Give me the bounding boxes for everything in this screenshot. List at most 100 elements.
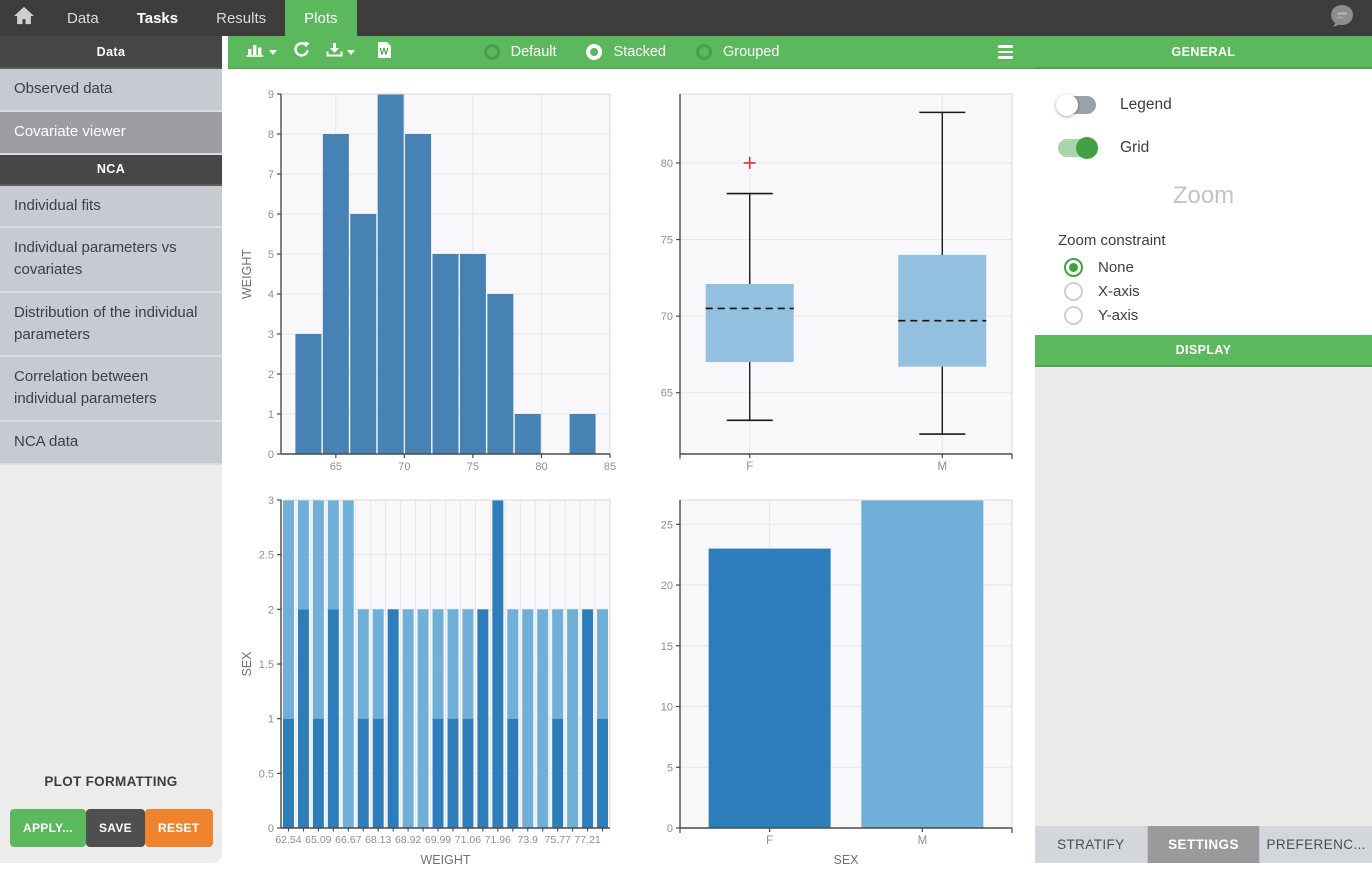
svg-text:65: 65	[661, 388, 673, 400]
general-header: GENERAL	[1035, 36, 1372, 69]
tab-stratify[interactable]: STRATIFY	[1035, 826, 1147, 863]
tab-settings[interactable]: SETTINGS	[1146, 826, 1260, 863]
svg-text:7: 7	[268, 169, 274, 181]
sidebar-item-individual-parameters-vs-covariates[interactable]: Individual parameters vs covariates	[0, 228, 222, 293]
menu-icon[interactable]	[998, 45, 1013, 59]
chart-type-button[interactable]	[242, 39, 281, 65]
svg-text:70: 70	[398, 461, 410, 473]
tab-data[interactable]: Data	[67, 9, 99, 27]
tab-plots[interactable]: Plots	[285, 0, 357, 36]
sex-count-bar-plot[interactable]: 0 5 10 15 20 25 F M SEX	[640, 492, 1032, 874]
svg-text:62.54: 62.54	[275, 834, 301, 846]
save-button[interactable]: SAVE	[85, 809, 145, 847]
home-button[interactable]	[0, 0, 48, 36]
zoom-constraint-x-axis[interactable]: X-axis	[1064, 282, 1372, 301]
toggle-on-icon	[1058, 137, 1098, 159]
svg-text:10: 10	[661, 702, 673, 714]
svg-text:68.13: 68.13	[365, 834, 391, 846]
zoom-constraint-none[interactable]: None	[1064, 258, 1372, 277]
svg-text:25: 25	[661, 519, 673, 531]
mode-stacked-label: Stacked	[613, 44, 666, 60]
chevron-down-icon	[269, 49, 277, 55]
svg-text:20: 20	[661, 580, 673, 592]
home-icon	[13, 6, 35, 31]
sidebar-section-nca: NCA	[0, 154, 222, 186]
display-header[interactable]: DISPLAY	[1035, 335, 1372, 367]
mode-grouped[interactable]: Grouped	[695, 44, 780, 60]
refresh-icon	[293, 41, 310, 63]
svg-text:F: F	[766, 835, 773, 847]
sex-by-weight-stacked-plot[interactable]: 0 0.5 1 1.5 2 2.5 3 62.54 65.09 66.67 68.13 68.92 69…	[236, 492, 628, 874]
svg-text:71.96: 71.96	[485, 834, 511, 846]
sidebar-item-individual-fits[interactable]: Individual fits	[0, 185, 222, 229]
display-section-body	[1035, 367, 1372, 826]
svg-text:9: 9	[268, 89, 274, 101]
svg-text:65: 65	[330, 461, 342, 473]
refresh-button[interactable]	[289, 38, 314, 66]
radio-icon	[1064, 306, 1083, 325]
svg-text:65.09: 65.09	[305, 834, 331, 846]
settings-panel: GENERAL Legend Grid Zoom Zoom constraint…	[1035, 36, 1372, 863]
weight-by-sex-boxplot[interactable]: 65 70 75 80 F M	[640, 84, 1032, 488]
svg-text:69.99: 69.99	[425, 834, 451, 846]
word-report-button[interactable]: W	[373, 38, 396, 67]
svg-text:2: 2	[268, 369, 274, 381]
svg-text:SEX: SEX	[833, 853, 859, 867]
chat-button[interactable]	[1310, 0, 1372, 36]
zoom-constraint-y-label: Y-axis	[1098, 307, 1139, 324]
chevron-down-icon	[347, 49, 355, 55]
weight-histogram-plot[interactable]: 0 1 2 3 4 5 6 7 8 9 65 70 75 80 85 WEIGHT	[236, 84, 628, 488]
svg-text:0: 0	[268, 449, 274, 461]
svg-text:SEX: SEX	[240, 651, 254, 677]
word-document-icon: W	[377, 41, 392, 64]
sidebar-item-observed-data[interactable]: Observed data	[0, 69, 222, 112]
svg-text:WEIGHT: WEIGHT	[421, 853, 471, 867]
reset-button[interactable]: RESET	[144, 809, 213, 847]
svg-text:75: 75	[467, 461, 479, 473]
svg-text:73.9: 73.9	[518, 834, 539, 846]
zoom-constraint-y-axis[interactable]: Y-axis	[1064, 306, 1372, 325]
panel-tab-bar: STRATIFY SETTINGS PREFERENC...	[1035, 826, 1372, 863]
tab-preferences[interactable]: PREFERENC...	[1259, 826, 1372, 863]
svg-text:1: 1	[268, 409, 274, 421]
sidebar-item-nca-data[interactable]: NCA data	[0, 421, 222, 465]
chat-icon	[1328, 4, 1355, 33]
svg-text:71.06: 71.06	[455, 834, 481, 846]
svg-text:W: W	[380, 46, 389, 56]
tab-tasks[interactable]: Tasks	[136, 9, 179, 27]
svg-text:WEIGHT: WEIGHT	[240, 249, 254, 299]
mode-grouped-label: Grouped	[722, 44, 780, 60]
svg-text:F: F	[746, 461, 753, 473]
sidebar-item-covariate-viewer[interactable]: Covariate viewer	[0, 111, 222, 155]
top-navbar: Data Tasks Results Plots	[0, 0, 1372, 36]
svg-text:1: 1	[268, 714, 274, 726]
legend-toggle[interactable]: Legend	[1056, 94, 1372, 116]
svg-text:M: M	[918, 835, 928, 847]
export-button[interactable]	[322, 39, 359, 66]
svg-text:5: 5	[268, 249, 274, 261]
svg-text:0.5: 0.5	[259, 768, 274, 780]
mode-default-label: Default	[510, 44, 557, 60]
radio-icon	[695, 44, 712, 60]
svg-text:8: 8	[268, 129, 274, 141]
sidebar-item-correlation-individual-parameters[interactable]: Correlation between individual parameter…	[0, 357, 222, 422]
svg-text:0: 0	[667, 823, 673, 835]
radio-selected-icon	[1064, 258, 1083, 277]
svg-text:77.21: 77.21	[574, 834, 600, 846]
radio-icon	[483, 44, 500, 60]
apply-button[interactable]: APPLY...	[10, 809, 86, 847]
sidebar-item-distribution-individual-parameters[interactable]: Distribution of the individual parameter…	[0, 292, 222, 358]
plot-formatting-panel: PLOT FORMATTING APPLY... SAVE RESET	[0, 764, 222, 863]
plot-formatting-title: PLOT FORMATTING	[44, 774, 178, 789]
svg-text:5: 5	[667, 762, 673, 774]
download-icon	[326, 42, 343, 63]
svg-text:6: 6	[268, 209, 274, 221]
mode-default[interactable]: Default	[483, 44, 557, 60]
zoom-constraint-none-label: None	[1098, 259, 1134, 276]
grid-toggle[interactable]: Grid	[1058, 137, 1372, 159]
svg-text:0: 0	[268, 823, 274, 835]
tab-results[interactable]: Results	[216, 9, 267, 27]
mode-stacked[interactable]: Stacked	[586, 44, 666, 60]
bar-chart-icon	[246, 42, 265, 62]
